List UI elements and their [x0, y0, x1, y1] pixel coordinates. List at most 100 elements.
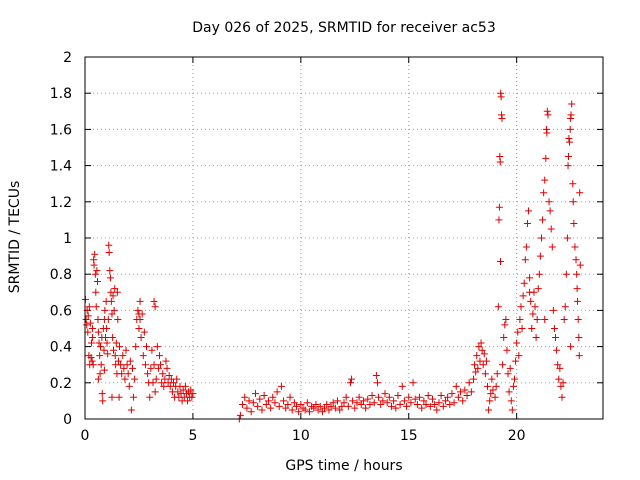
data-point [537, 234, 545, 242]
data-point [114, 357, 122, 365]
data-point [562, 270, 570, 278]
data-point [357, 401, 365, 409]
data-point [136, 297, 144, 305]
data-point [502, 315, 510, 323]
data-point [245, 397, 253, 405]
data-point [503, 346, 511, 354]
data-point [349, 397, 357, 405]
y-tick-label: 0.8 [50, 267, 72, 283]
data-point [102, 334, 110, 342]
data-point [271, 399, 279, 407]
data-point [135, 325, 143, 332]
y-tick-label: 2 [63, 50, 72, 66]
chart-title: Day 026 of 2025, SRMTID for receiver ac5… [192, 20, 496, 36]
data-point [108, 310, 116, 318]
data-point [366, 401, 374, 409]
data-point [254, 402, 262, 410]
data-point [137, 334, 145, 342]
data-point [543, 107, 551, 115]
data-point [112, 339, 120, 347]
data-point [111, 285, 119, 293]
data-point [540, 189, 548, 197]
data-point [471, 361, 479, 369]
data-point [162, 357, 170, 365]
data-point [91, 270, 99, 278]
data-point [573, 270, 581, 278]
data-point [574, 297, 582, 305]
data-point [465, 379, 473, 387]
data-point [572, 256, 580, 264]
y-tick-label: 0 [63, 412, 72, 428]
data-point [539, 216, 547, 224]
data-point [157, 361, 165, 369]
data-point [153, 343, 161, 351]
data-point [428, 395, 436, 403]
data-point [189, 390, 197, 398]
data-point [405, 393, 413, 401]
data-point [132, 343, 140, 351]
data-point [566, 138, 574, 146]
data-point [512, 357, 520, 365]
data-point [416, 393, 424, 401]
y-tick-label: 1.6 [50, 122, 72, 138]
x-tick-label: 5 [188, 428, 197, 444]
data-point [518, 325, 526, 332]
data-point [532, 334, 540, 342]
data-point [140, 328, 148, 336]
data-point [576, 261, 584, 269]
data-point [325, 406, 333, 414]
data-point [243, 404, 251, 412]
data-point [527, 297, 535, 305]
data-point [561, 303, 569, 311]
data-point [267, 404, 275, 412]
data-point [110, 306, 118, 314]
data-point [513, 339, 521, 347]
data-point [273, 388, 281, 396]
data-point [113, 288, 121, 296]
data-point [390, 397, 398, 405]
data-point [96, 370, 104, 378]
y-tick-label: 1 [63, 231, 72, 247]
data-point [514, 328, 522, 336]
data-point [555, 375, 563, 383]
data-point [559, 379, 567, 387]
data-point [385, 393, 393, 401]
y-tick-label: 0.2 [50, 376, 72, 392]
data-point [114, 315, 122, 323]
data-point [461, 386, 469, 394]
data-point [475, 343, 483, 351]
data-point [370, 399, 378, 407]
data-point [127, 406, 135, 414]
data-point [104, 350, 112, 358]
data-point [446, 401, 454, 409]
data-point [93, 267, 101, 275]
data-point [346, 379, 354, 387]
data-point [89, 334, 97, 342]
data-point [353, 399, 361, 407]
data-point [85, 303, 93, 311]
data-point [94, 328, 102, 336]
data-point [109, 292, 117, 300]
data-point [470, 375, 477, 383]
data-point [409, 379, 417, 387]
data-point [98, 390, 106, 398]
data-point [301, 406, 309, 414]
data-point [83, 321, 91, 329]
data-point [115, 393, 123, 401]
y-tick-label: 0.6 [50, 303, 72, 319]
data-point [131, 375, 139, 383]
data-point [187, 386, 195, 394]
data-point [534, 285, 542, 293]
data-point [472, 368, 480, 376]
data-point [491, 393, 499, 401]
data-point [136, 315, 144, 323]
data-point [239, 401, 247, 409]
data-point [314, 406, 322, 414]
data-point [286, 393, 294, 401]
data-point [334, 397, 342, 405]
data-point [467, 388, 475, 396]
data-point [329, 399, 337, 407]
data-point [163, 364, 171, 372]
data-point [290, 399, 298, 407]
data-point [381, 390, 389, 398]
